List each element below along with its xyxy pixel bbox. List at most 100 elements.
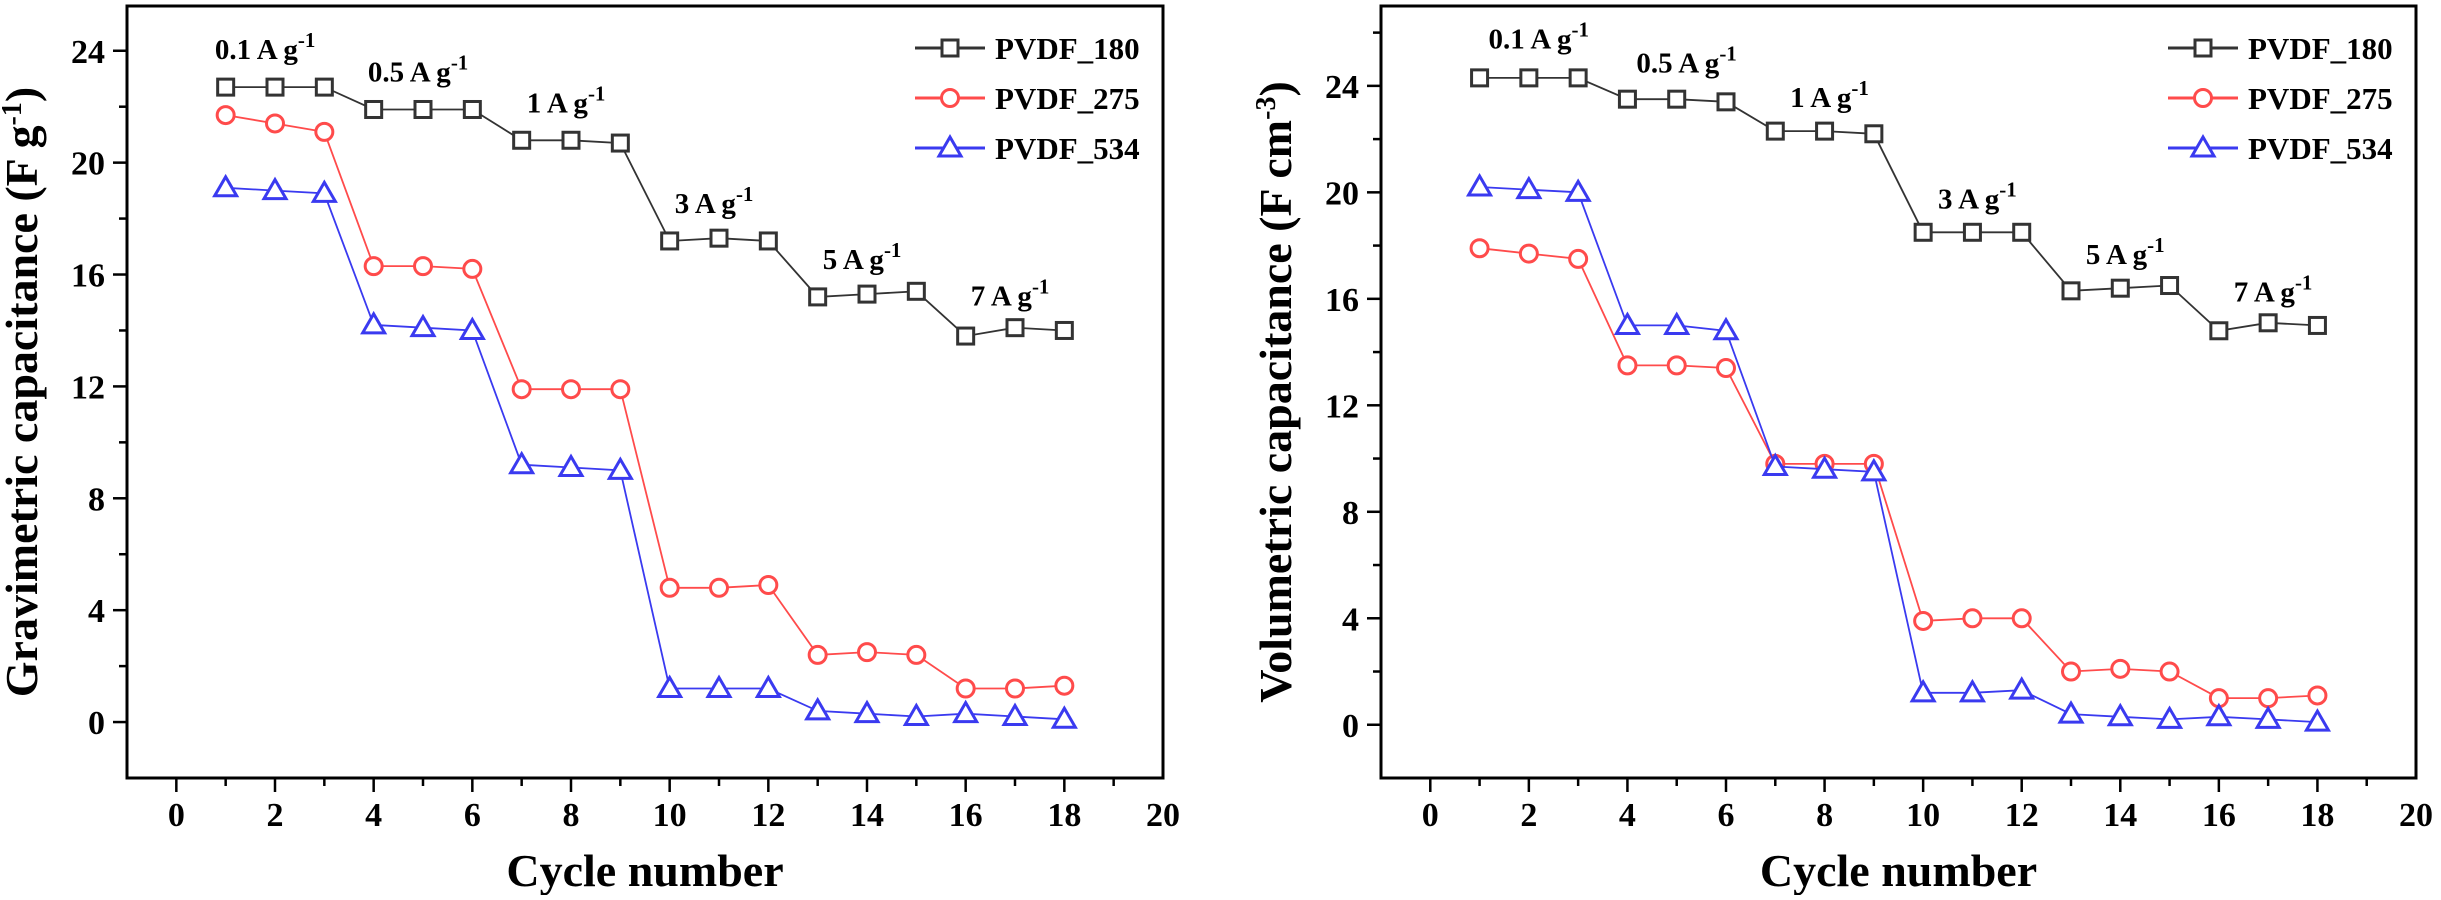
data-point: [360, 310, 388, 335]
data-point: [363, 256, 384, 277]
data-point: [606, 456, 634, 480]
data-point: [1001, 702, 1029, 726]
data-point: [511, 379, 532, 400]
rate-annotation: 5 A g-1: [823, 238, 902, 276]
series-line: [1479, 77, 2318, 332]
data-point: [2159, 661, 2180, 682]
rate-annotation: 3 A g-1: [675, 182, 754, 220]
legend-label: PVDF_275: [995, 81, 1140, 116]
data-point: [1054, 320, 1074, 340]
data-point: [216, 77, 236, 97]
data-point: [1469, 238, 1490, 259]
data-point: [1470, 68, 1490, 88]
rate-annotation: 0.1 A g-1: [1488, 18, 1589, 56]
legend-label: PVDF_180: [995, 31, 1140, 66]
data-point: [660, 231, 680, 251]
series-line: [1479, 247, 2318, 699]
data-point: [1054, 675, 1075, 696]
x-tick-label: 8: [1816, 797, 1833, 834]
y-tick-label: 16: [71, 258, 105, 295]
data-point: [1515, 175, 1543, 200]
data-point: [265, 77, 285, 97]
x-tick-label: 20: [1146, 797, 1180, 834]
rate-annotation: 5 A g-1: [2086, 233, 2165, 271]
x-tick-label: 8: [563, 797, 580, 834]
legend-label: PVDF_275: [2248, 81, 2393, 116]
x-tick-label: 0: [168, 797, 185, 834]
data-point: [508, 450, 536, 475]
x-tick-label: 20: [2399, 797, 2433, 834]
data-point: [709, 577, 729, 598]
y-tick-label: 20: [71, 146, 105, 183]
y-tick-label: 24: [71, 34, 105, 71]
x-tick-label: 12: [2005, 797, 2039, 834]
data-point: [610, 379, 631, 400]
series-PVDF_275: [1469, 238, 2328, 709]
data-point: [808, 287, 828, 307]
data-point: [857, 642, 877, 663]
legend-item-PVDF_534: PVDF_534: [915, 131, 1140, 166]
y-tick-label: 4: [1342, 601, 1359, 638]
data-point: [1962, 608, 1983, 629]
y-tick-label: 0: [1342, 708, 1359, 745]
legend-item-PVDF_534: PVDF_534: [2168, 131, 2393, 166]
legend: PVDF_180 PVDF_275 PVDF_534: [915, 31, 1140, 166]
data-point: [1765, 121, 1785, 141]
data-point: [1005, 678, 1025, 699]
x-tick-label: 0: [1422, 797, 1439, 834]
data-point: [1518, 243, 1539, 264]
x-tick-label: 10: [1906, 797, 1940, 834]
data-point: [2307, 685, 2328, 706]
data-point: [2057, 700, 2085, 724]
y-tick-label: 8: [88, 481, 105, 518]
series-line: [225, 186, 1065, 721]
data-point: [955, 678, 976, 699]
data-point: [462, 258, 483, 279]
series-PVDF_180: [216, 77, 1074, 346]
series-PVDF_275: [215, 105, 1075, 699]
data-point: [758, 575, 779, 595]
series-PVDF_534: [1465, 173, 2332, 732]
x-tick-label: 16: [2202, 797, 2236, 834]
data-point: [314, 77, 334, 97]
x-tick-label: 16: [949, 797, 983, 834]
data-point: [2209, 321, 2229, 341]
data-point: [2110, 278, 2130, 298]
x-tick-label: 14: [850, 797, 884, 834]
y-tick-label: 16: [1325, 282, 1359, 319]
x-tick-label: 6: [1718, 797, 1735, 834]
data-point: [1050, 705, 1078, 729]
data-point: [1663, 311, 1691, 335]
data-point: [2110, 658, 2131, 679]
x-tick-label: 4: [365, 797, 382, 834]
data-point: [2307, 315, 2327, 335]
data-point: [1913, 222, 1933, 242]
data-point: [265, 113, 285, 134]
plot-frame: [1379, 4, 2418, 780]
legend-marker: [936, 134, 964, 158]
data-point: [314, 121, 335, 142]
data-point: [2155, 705, 2184, 729]
y-tick-label: 12: [71, 369, 105, 406]
data-point: [1810, 455, 1839, 479]
rate-annotation: 7 A g-1: [971, 274, 1050, 312]
data-point: [1617, 89, 1637, 109]
data-point: [1864, 124, 1884, 144]
data-point: [462, 99, 482, 119]
data-point: [1860, 457, 1888, 482]
y-tick-label: 24: [1325, 69, 1359, 106]
data-point: [409, 313, 437, 338]
data-point: [1716, 92, 1736, 112]
x-tick-label: 2: [1520, 797, 1537, 834]
legend-label: PVDF_534: [2248, 131, 2393, 166]
rate-annotation: 0.1 A g-1: [215, 28, 316, 66]
x-tick-label: 12: [751, 797, 785, 834]
series-PVDF_534: [212, 173, 1078, 729]
rate-annotation: 0.5 A g-1: [368, 51, 469, 89]
data-point: [2106, 702, 2134, 727]
data-point: [807, 644, 828, 665]
data-point: [261, 176, 289, 201]
x-tick-label: 4: [1619, 797, 1636, 834]
